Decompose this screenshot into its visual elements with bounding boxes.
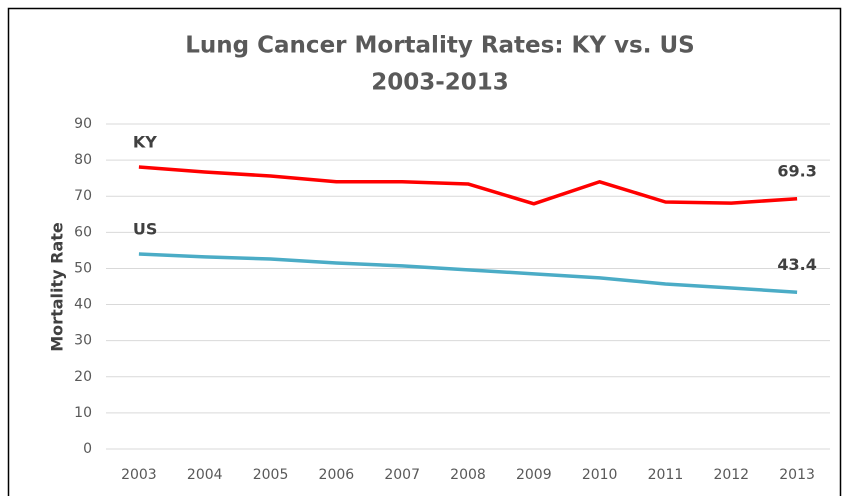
x-tick-label: 2012: [713, 467, 749, 483]
y-axis-label: Mortality Rate: [48, 222, 67, 352]
x-tick-label: 2003: [121, 467, 157, 483]
y-tick-label: 80: [74, 152, 92, 168]
chart-title: Lung Cancer Mortality Rates: KY vs. US: [185, 33, 694, 59]
y-tick-label: 50: [74, 260, 92, 276]
y-tick-label: 40: [74, 297, 92, 313]
series-line: [138, 165, 798, 206]
x-tick-label: 2004: [187, 467, 223, 483]
series-label: KY: [133, 132, 157, 151]
x-tick-label: 2008: [450, 467, 486, 483]
y-tick-label: 10: [74, 405, 92, 421]
data-label: 43.4: [777, 255, 816, 274]
x-tick-label: 2006: [319, 467, 355, 483]
x-tick-label: 2013: [779, 467, 815, 483]
y-tick-label: 20: [74, 369, 92, 385]
y-tick-label: 90: [74, 116, 92, 132]
series-line: [138, 252, 798, 295]
data-label: 69.3: [777, 161, 816, 180]
y-tick-label: 70: [74, 188, 92, 204]
chart-frame: [7, 7, 842, 496]
series-label: US: [133, 220, 158, 239]
x-tick-label: 2007: [384, 467, 420, 483]
y-tick-label: 60: [74, 224, 92, 240]
y-tick-label: 0: [83, 441, 92, 457]
x-tick-label: 2009: [516, 467, 552, 483]
x-tick-label: 2005: [253, 467, 289, 483]
chart-subtitle: 2003-2013: [371, 70, 509, 96]
y-tick-label: 30: [74, 333, 92, 349]
x-tick-label: 2011: [648, 467, 684, 483]
x-tick-label: 2010: [582, 467, 618, 483]
